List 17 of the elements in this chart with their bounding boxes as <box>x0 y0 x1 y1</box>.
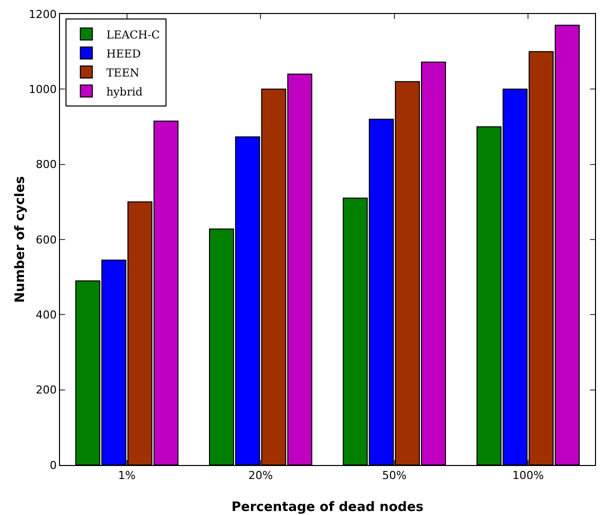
x-tick-label: 20% <box>248 469 273 482</box>
y-tick-label: 1000 <box>28 83 57 96</box>
y-axis-title: Number of cycles <box>13 176 28 303</box>
y-tick-label: 600 <box>36 233 57 246</box>
legend-label: LEACH-C <box>106 28 160 42</box>
x-axis-title: Percentage of dead nodes <box>231 500 424 515</box>
y-tick-label: 0 <box>50 458 57 472</box>
y-tick-label: 200 <box>36 384 57 397</box>
x-tick-label: 50% <box>382 469 407 482</box>
legend-label: hybrid <box>106 85 143 98</box>
y-tick-label: 400 <box>36 308 57 322</box>
y-tick-label: 800 <box>36 158 57 172</box>
x-tick-label: 100% <box>512 469 544 482</box>
legend-label: HEED <box>106 47 141 60</box>
x-tick-label: 1% <box>118 469 136 482</box>
y-tick-label: 1200 <box>28 8 57 21</box>
legend-label: TEEN <box>106 66 140 80</box>
